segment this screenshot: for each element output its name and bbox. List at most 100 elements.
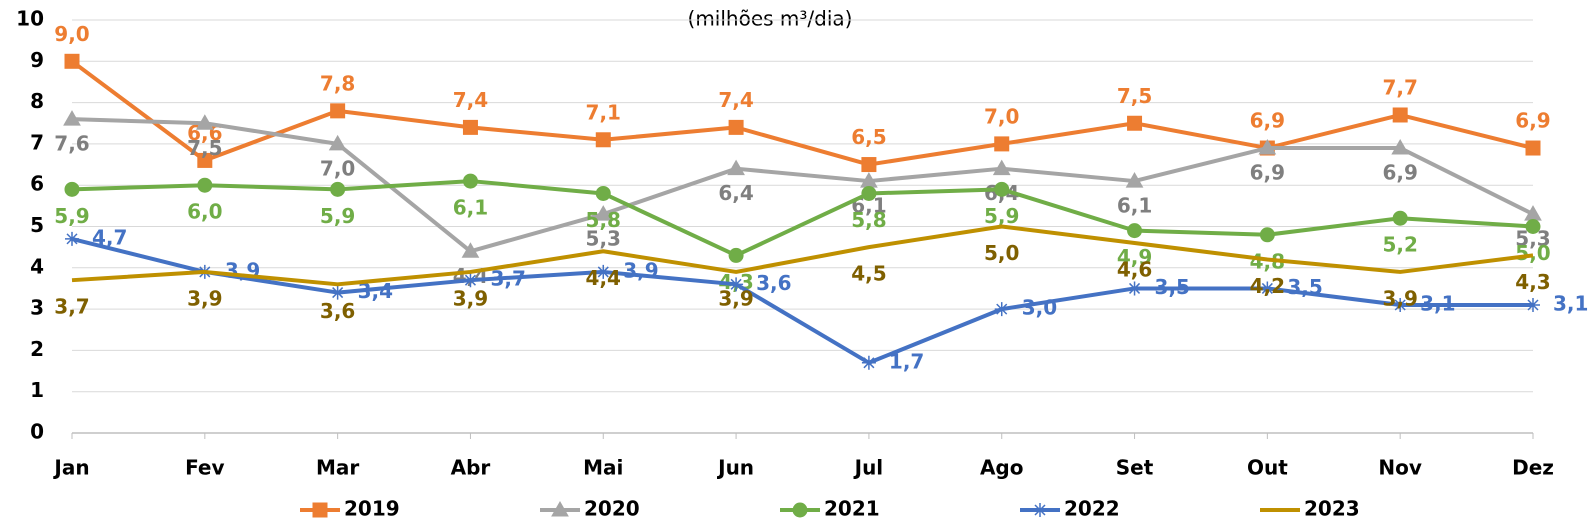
- data-label: 7,6: [54, 132, 89, 156]
- data-label: 3,5: [1155, 275, 1190, 299]
- y-tick-label: 4: [30, 254, 44, 278]
- x-tick-label: Nov: [1378, 456, 1422, 480]
- x-tick-label: Set: [1116, 456, 1154, 480]
- data-point: [195, 114, 214, 130]
- legend-marker: [312, 502, 328, 518]
- data-label: 5,0: [1515, 241, 1550, 265]
- data-point: [1526, 297, 1540, 312]
- y-tick-label: 9: [30, 48, 44, 72]
- legend-label: 2019: [344, 497, 400, 521]
- data-point: [197, 152, 213, 168]
- series-line: [71, 224, 1534, 287]
- data-point: [330, 103, 346, 119]
- data-label: 7,4: [453, 88, 488, 112]
- data-point: [861, 157, 877, 173]
- data-point: [728, 119, 744, 135]
- data-point: [595, 132, 611, 148]
- data-label: 5,0: [984, 241, 1019, 265]
- data-point: [1393, 297, 1408, 312]
- data-point: [994, 136, 1010, 152]
- y-tick-label: 1: [30, 378, 44, 402]
- data-point: [462, 119, 478, 135]
- series-line: [71, 236, 1533, 365]
- x-tick-label: Abr: [451, 456, 491, 480]
- data-point: [1525, 219, 1541, 234]
- data-label: 5,3: [586, 227, 621, 251]
- data-point: [65, 231, 79, 246]
- data-label: 6,5: [851, 125, 886, 149]
- legend-marker: [551, 500, 569, 517]
- data-point: [595, 185, 611, 201]
- y-tick-label: 6: [30, 172, 44, 196]
- data-point: [1127, 115, 1143, 131]
- data-point: [1259, 227, 1275, 243]
- x-tick-label: Jan: [52, 456, 89, 480]
- data-label: 4,5: [851, 262, 886, 286]
- data-label: 7,1: [586, 100, 621, 124]
- data-label: 6,4: [718, 181, 753, 205]
- data-label: 3,7: [490, 267, 525, 291]
- data-point: [461, 242, 480, 258]
- data-point: [63, 110, 81, 126]
- series-line: [71, 179, 1534, 258]
- y-tick-label: 10: [16, 7, 44, 31]
- legend-marker: [1033, 503, 1047, 517]
- y-tick-label: 7: [30, 130, 44, 154]
- data-label: 3,1: [1420, 291, 1455, 315]
- data-point: [330, 285, 345, 300]
- data-point: [596, 264, 611, 279]
- data-point: [1125, 172, 1144, 188]
- series-line: [70, 59, 1534, 167]
- data-point: [1127, 223, 1143, 239]
- x-tick-label: Ago: [980, 456, 1024, 480]
- data-point: [197, 177, 213, 193]
- data-label: 3,9: [453, 286, 488, 310]
- data-label: 9,0: [54, 22, 89, 46]
- data-point: [727, 159, 745, 176]
- data-label: 6,9: [1250, 161, 1285, 185]
- legend-label: 2023: [1304, 497, 1360, 521]
- y-tick-label: 8: [30, 89, 44, 113]
- data-point: [1525, 140, 1541, 156]
- legend-marker: [792, 502, 808, 518]
- data-point: [594, 205, 613, 221]
- data-label: 6,1: [453, 196, 488, 220]
- legend-label: 2022: [1064, 497, 1120, 521]
- data-point: [330, 181, 346, 197]
- x-tick-label: Mai: [583, 456, 623, 480]
- chart-subtitle: (milhões m³/dia): [688, 7, 853, 31]
- data-label: 3,6: [320, 299, 355, 323]
- data-label: 3,5: [1287, 275, 1322, 299]
- x-tick-label: Mar: [316, 456, 359, 480]
- data-point: [328, 134, 347, 151]
- legend-label: 2021: [824, 497, 880, 521]
- data-label: 4,7: [92, 225, 127, 249]
- x-tick-label: Out: [1247, 456, 1288, 480]
- data-point: [994, 302, 1009, 317]
- data-label: 7,0: [984, 104, 1019, 128]
- data-point: [861, 185, 877, 201]
- data-point: [463, 273, 478, 288]
- data-label: 5,9: [320, 204, 355, 228]
- legend-label: 2020: [584, 497, 640, 521]
- data-label: 6,9: [1382, 161, 1417, 185]
- data-label: 3,9: [187, 286, 222, 310]
- data-label: 3,0: [1022, 296, 1057, 320]
- data-label: 5,8: [586, 208, 621, 232]
- x-tick-label: Fev: [185, 456, 224, 480]
- data-label: 5,9: [984, 204, 1019, 228]
- data-label: 5,2: [1382, 233, 1417, 257]
- data-label: 7,7: [1382, 75, 1417, 99]
- data-point: [861, 355, 876, 370]
- data-label: 3,9: [1382, 286, 1417, 310]
- data-point: [1260, 281, 1275, 296]
- y-tick-label: 5: [30, 213, 44, 237]
- data-label: 7,8: [320, 71, 355, 95]
- x-tick-label: Jun: [716, 456, 754, 480]
- data-point: [1392, 107, 1408, 123]
- data-point: [1391, 139, 1410, 155]
- data-label: 6,1: [1117, 194, 1152, 218]
- data-point: [729, 277, 744, 292]
- data-label: 7,5: [187, 136, 222, 160]
- data-label: 3,6: [756, 271, 791, 295]
